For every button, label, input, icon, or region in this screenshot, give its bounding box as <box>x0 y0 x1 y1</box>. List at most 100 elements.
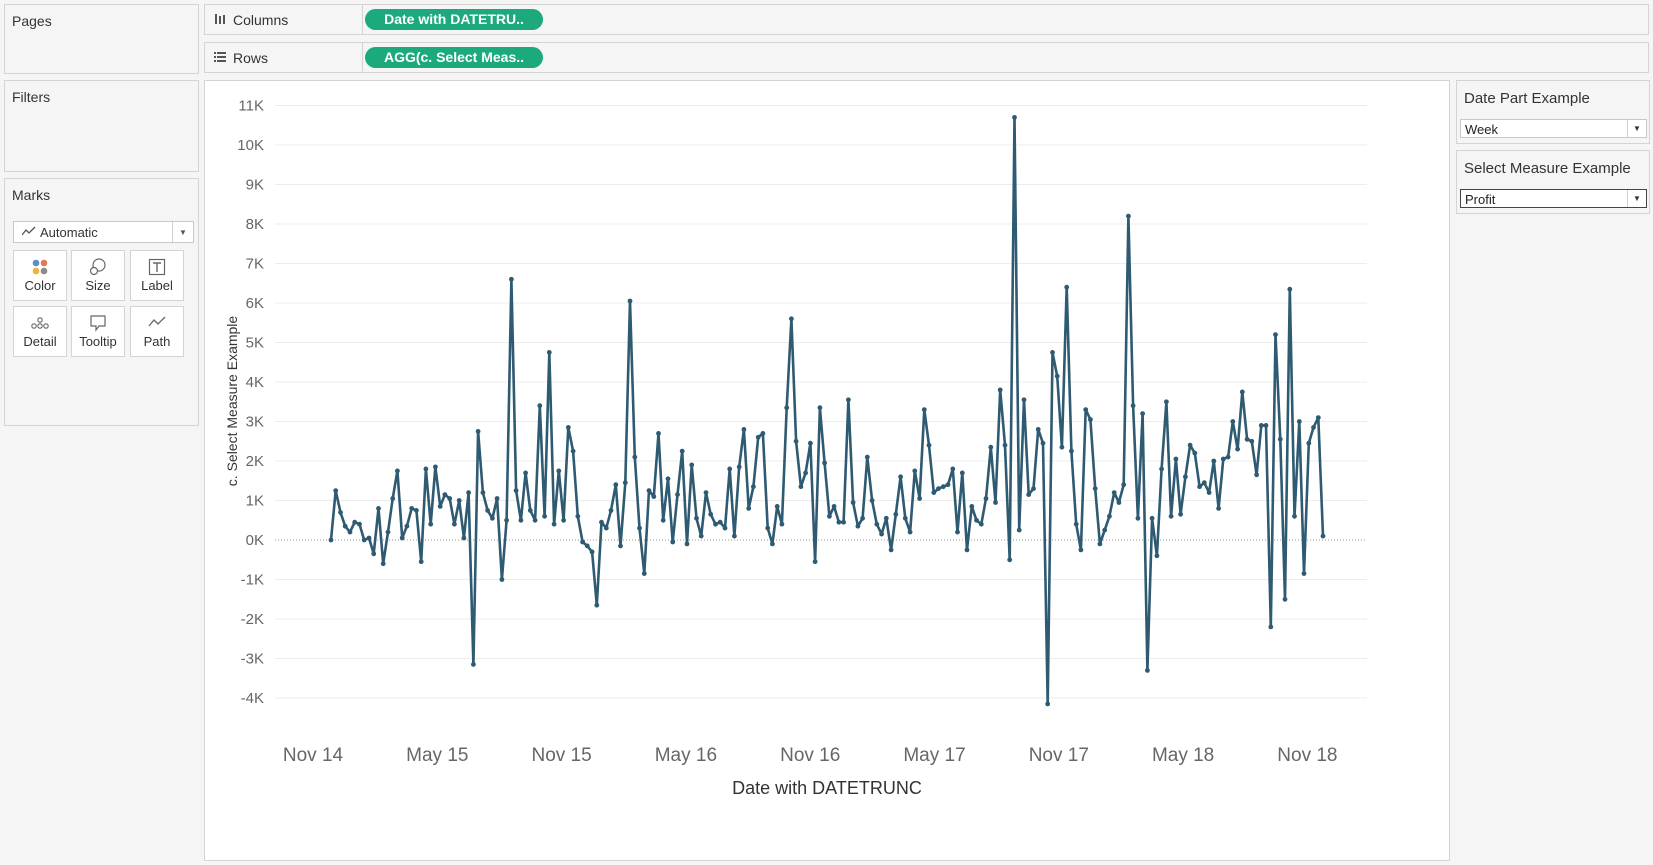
x-tick-label: Nov 14 <box>283 745 344 766</box>
data-point <box>641 571 647 576</box>
data-point <box>622 480 628 486</box>
x-axis-title: Date with DATETRUNC <box>732 778 922 798</box>
data-point <box>1007 557 1013 563</box>
mark-type-dropdown[interactable]: Automatic ▼ <box>13 221 194 243</box>
data-point <box>770 541 775 547</box>
rows-shelf-label-area: Rows <box>205 43 363 72</box>
filters-title: Filters <box>12 89 51 105</box>
data-point <box>608 508 614 513</box>
data-point <box>1315 415 1321 420</box>
data-point <box>955 529 960 535</box>
y-tick-label: -2K <box>241 611 264 628</box>
data-point <box>983 496 989 501</box>
data-point <box>603 525 609 531</box>
tooltip-label: Tooltip <box>79 334 117 349</box>
data-point <box>1183 474 1188 480</box>
color-button[interactable]: Color <box>13 250 67 301</box>
date-part-title: Date Part Example <box>1464 90 1590 107</box>
data-point <box>1230 419 1236 424</box>
rows-shelf[interactable]: Rows AGG(c. Select Meas.. <box>204 42 1649 73</box>
data-point <box>997 387 1003 393</box>
label-button[interactable]: Label <box>130 250 184 301</box>
data-point <box>1078 547 1084 553</box>
data-point <box>746 506 752 511</box>
data-point <box>1021 397 1027 403</box>
data-point <box>651 494 657 499</box>
data-point <box>798 484 804 490</box>
chevron-down-icon[interactable]: ▼ <box>172 222 193 242</box>
tooltip-bubble-icon <box>90 315 106 332</box>
rows-pill[interactable]: AGG(c. Select Meas.. <box>365 47 543 68</box>
measure-parameter-card: Select Measure Example Profit ▼ <box>1456 150 1650 214</box>
chart-view[interactable]: 11K 10K 9K 8K 7K 6K 5K 4K 3K 2K 1K 0K -1K -2K -3K -4K No… <box>204 80 1450 861</box>
rows-label: Rows <box>233 50 269 66</box>
data-point <box>433 464 438 470</box>
detail-dots-icon <box>31 317 49 329</box>
x-tick-label: Nov 15 <box>531 745 591 766</box>
data-point <box>523 470 528 476</box>
detail-button[interactable]: Detail <box>13 306 67 357</box>
data-point <box>395 468 400 474</box>
data-point <box>546 350 552 355</box>
data-point <box>703 490 709 495</box>
y-tick-label: 4K <box>246 374 264 391</box>
pages-card[interactable]: Pages <box>4 4 199 74</box>
date-part-dropdown[interactable]: Week ▼ <box>1460 119 1647 138</box>
data-point <box>902 515 908 521</box>
data-point <box>1258 423 1264 428</box>
measure-dropdown[interactable]: Profit ▼ <box>1460 189 1647 208</box>
data-point <box>1197 484 1202 490</box>
data-point <box>599 519 604 525</box>
data-point <box>1116 500 1122 505</box>
data-point <box>708 511 714 517</box>
data-point <box>580 539 585 545</box>
data-point <box>689 462 695 468</box>
data-point <box>342 523 348 529</box>
data-point <box>1031 486 1036 491</box>
data-point <box>713 521 718 527</box>
data-point <box>978 521 984 527</box>
data-point <box>561 517 566 523</box>
size-label: Size <box>85 278 111 293</box>
y-tick-label: 5K <box>246 335 264 352</box>
x-tick-label: Nov 17 <box>1029 745 1089 766</box>
y-tick-label: 8K <box>246 216 264 233</box>
data-point <box>570 448 576 454</box>
data-point <box>618 543 623 549</box>
data-point <box>940 484 946 490</box>
line-chart[interactable]: 11K 10K 9K 8K 7K 6K 5K 4K 3K 2K 1K 0K -1K -2K -3K -4K No… <box>205 81 1451 862</box>
filters-card[interactable]: Filters <box>4 80 199 172</box>
data-point <box>751 484 756 490</box>
data-point <box>779 521 785 527</box>
columns-shelf[interactable]: Columns Date with DATETRU.. <box>204 4 1649 35</box>
columns-label: Columns <box>233 12 289 28</box>
data-point <box>684 541 690 547</box>
data-point <box>1159 466 1164 472</box>
data-point <box>475 429 481 434</box>
data-point <box>542 513 547 519</box>
data-point <box>732 533 737 539</box>
data-point <box>532 517 538 523</box>
columns-pill[interactable]: Date with DATETRU.. <box>365 9 543 30</box>
data-point <box>789 316 794 322</box>
data-point <box>1249 438 1255 444</box>
data-point <box>936 486 941 491</box>
chevron-down-icon[interactable]: ▼ <box>1627 120 1646 137</box>
y-tick-label: 7K <box>246 256 264 273</box>
data-point <box>594 602 600 608</box>
data-point <box>1268 624 1274 630</box>
y-tick-label: 1K <box>246 493 264 510</box>
data-point <box>822 460 827 466</box>
rows-icon <box>214 52 226 62</box>
chevron-down-icon[interactable]: ▼ <box>1627 190 1646 207</box>
data-point <box>841 519 846 525</box>
path-button[interactable]: Path <box>130 306 184 357</box>
data-point <box>912 468 918 474</box>
data-point <box>883 515 889 521</box>
data-point <box>888 547 894 553</box>
data-point <box>988 444 994 450</box>
size-button[interactable]: Size <box>71 250 125 301</box>
data-point <box>352 519 358 525</box>
tooltip-button[interactable]: Tooltip <box>71 306 125 357</box>
y-tick-label: 2K <box>246 453 264 470</box>
